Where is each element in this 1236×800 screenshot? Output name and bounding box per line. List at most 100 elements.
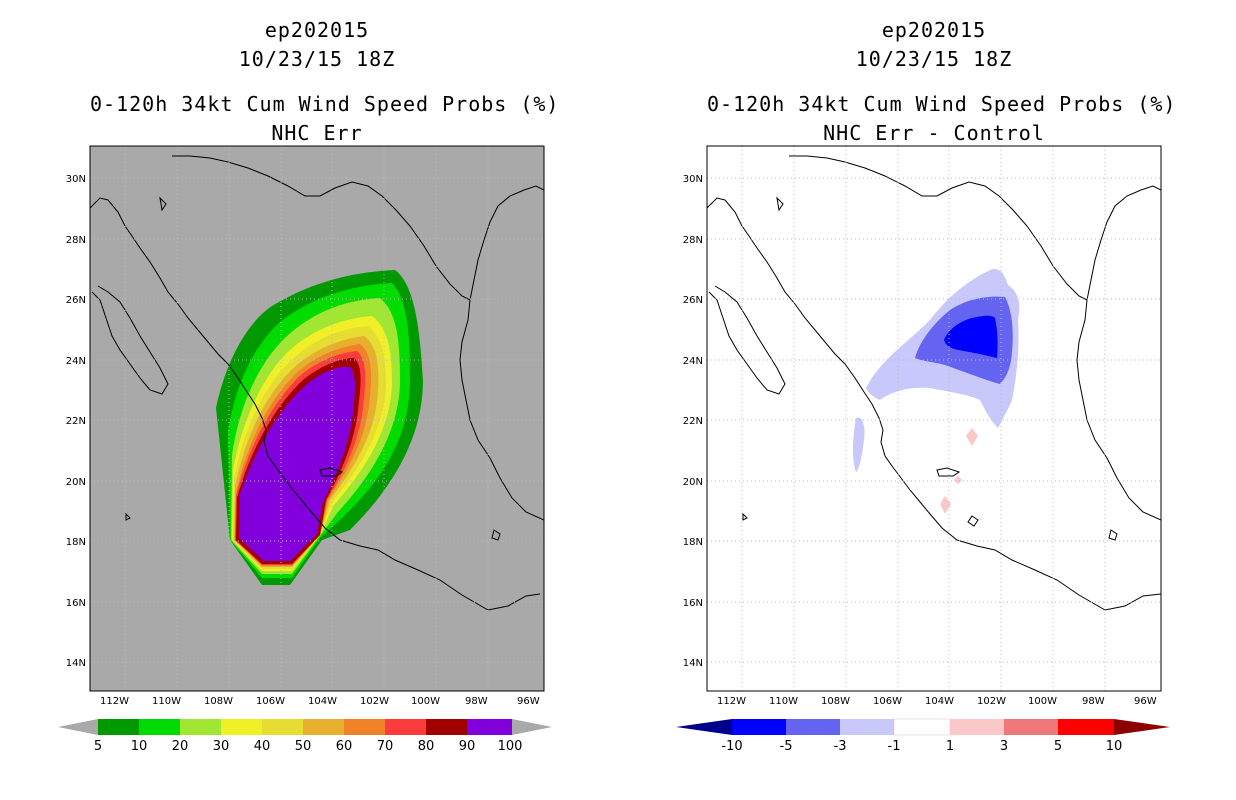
right-title-variant: NHC Err - Control	[823, 121, 1045, 145]
left-lat-24N: 24N	[66, 356, 86, 367]
right-lat-24N: 24N	[683, 356, 703, 367]
left-title-storm: ep202015	[264, 18, 370, 42]
left-title-product: 0-120h 34kt Cum Wind Speed Probs (%)	[90, 92, 560, 116]
left-cb-label-80: 80	[418, 739, 435, 754]
left-cb-seg-2	[180, 719, 221, 735]
left-cb-label-90: 90	[459, 739, 476, 754]
right-cb-seg-4	[950, 719, 1004, 735]
left-lat-22N: 22N	[66, 416, 86, 427]
right-cb-seg-5	[1004, 719, 1058, 735]
left-lon-100W: 100W	[411, 696, 440, 707]
left-map-frame	[89, 145, 545, 692]
left-cb-seg-3	[221, 719, 262, 735]
left-cb-seg-0	[98, 719, 139, 735]
right-lon-106W: 106W	[873, 696, 902, 707]
right-lon-100W: 100W	[1028, 696, 1057, 707]
right-cb-label-m3: -3	[834, 739, 847, 754]
right-cb-seg-1	[786, 719, 840, 735]
right-lon-96W: 96W	[1134, 696, 1157, 707]
left-lat-28N: 28N	[66, 235, 86, 246]
right-map-background	[707, 146, 1161, 691]
right-lat-30N: 30N	[683, 174, 703, 185]
left-cb-label-30: 30	[213, 739, 230, 754]
right-cb-seg-3	[893, 718, 951, 736]
left-lon-108W: 108W	[204, 696, 233, 707]
left-lat-labels: 30N 28N 26N 24N 22N 20N 18N 16N 14N	[66, 174, 86, 669]
left-cb-label-60: 60	[336, 739, 353, 754]
right-lon-102W: 102W	[977, 696, 1006, 707]
left-cb-label-100: 100	[498, 739, 523, 754]
right-cb-label-m1: -1	[888, 739, 901, 754]
left-lat-30N: 30N	[66, 174, 86, 185]
right-lon-108W: 108W	[821, 696, 850, 707]
right-map-frame	[706, 145, 1162, 692]
right-lat-14N: 14N	[683, 658, 703, 669]
left-lon-106W: 106W	[256, 696, 285, 707]
right-difference-contours	[853, 269, 1020, 514]
right-colorbar-high-end	[1114, 719, 1170, 735]
left-cb-label-20: 20	[172, 739, 189, 754]
right-cb-seg-0	[732, 719, 786, 735]
left-lat-20N: 20N	[66, 477, 86, 488]
left-lon-labels: 112W 110W 108W 106W 104W 102W 100W 98W 9…	[100, 696, 540, 707]
right-colorbar: -10 -5 -3 -1 1 3 5 10	[676, 718, 1170, 754]
left-title-date: 10/23/15 18Z	[238, 47, 396, 71]
left-cb-label-5: 5	[94, 739, 102, 754]
right-cb-label-5: 5	[1054, 739, 1062, 754]
diff-minus1-west	[853, 417, 865, 472]
right-lat-16N: 16N	[683, 598, 703, 609]
left-cb-label-10: 10	[131, 739, 148, 754]
left-cb-seg-5	[303, 719, 344, 735]
right-lat-28N: 28N	[683, 235, 703, 246]
left-lon-110W: 110W	[152, 696, 181, 707]
left-cb-label-50: 50	[295, 739, 312, 754]
left-gridlines	[90, 146, 544, 691]
left-cb-seg-8	[426, 719, 467, 735]
left-lon-104W: 104W	[308, 696, 337, 707]
left-title-variant: NHC Err	[271, 121, 363, 145]
right-map: 112W 110W 108W 106W 104W 102W 100W 98W 9…	[676, 145, 1170, 754]
right-lon-112W: 112W	[717, 696, 746, 707]
right-lon-110W: 110W	[769, 696, 798, 707]
right-cb-label-1: 1	[946, 739, 954, 754]
right-lat-26N: 26N	[683, 295, 703, 306]
diff-plus1-b	[940, 496, 951, 514]
left-cb-seg-6	[344, 719, 385, 735]
right-title-storm: ep202015	[881, 18, 987, 42]
left-lon-98W: 98W	[465, 696, 488, 707]
left-coastlines	[90, 155, 544, 611]
right-cb-seg-6	[1058, 719, 1114, 735]
right-lat-18N: 18N	[683, 537, 703, 548]
diff-plus1-c	[954, 476, 962, 484]
right-cb-label-3: 3	[1000, 739, 1008, 754]
left-lon-96W: 96W	[517, 696, 540, 707]
left-colorbar-low-end	[58, 719, 98, 735]
left-map: 112W 110W 108W 106W 104W 102W 100W 98W 9…	[58, 145, 552, 754]
left-cb-seg-4	[262, 719, 303, 735]
right-lat-labels: 30N 28N 26N 24N 22N 20N 18N 16N 14N	[683, 174, 703, 669]
left-colorbar-high-end	[512, 719, 552, 735]
right-cb-seg-2	[840, 719, 894, 735]
right-colorbar-low-end	[676, 719, 732, 735]
right-lon-labels: 112W 110W 108W 106W 104W 102W 100W 98W 9…	[717, 696, 1157, 707]
left-cb-label-70: 70	[377, 739, 394, 754]
left-cb-label-40: 40	[254, 739, 271, 754]
right-lon-98W: 98W	[1082, 696, 1105, 707]
right-cb-label-10: 10	[1106, 739, 1123, 754]
right-gridlines	[707, 146, 1161, 691]
diff-minus5	[944, 315, 998, 358]
left-probability-contours	[216, 270, 423, 585]
left-lon-102W: 102W	[360, 696, 389, 707]
diff-plus1-a	[966, 428, 978, 446]
left-lat-16N: 16N	[66, 598, 86, 609]
left-lat-26N: 26N	[66, 295, 86, 306]
right-lat-20N: 20N	[683, 477, 703, 488]
right-cb-label-m5: -5	[780, 739, 793, 754]
left-lat-18N: 18N	[66, 537, 86, 548]
right-title-date: 10/23/15 18Z	[855, 47, 1013, 71]
contour-90	[239, 366, 355, 561]
right-lon-104W: 104W	[925, 696, 954, 707]
left-lat-14N: 14N	[66, 658, 86, 669]
left-cb-seg-1	[139, 719, 180, 735]
